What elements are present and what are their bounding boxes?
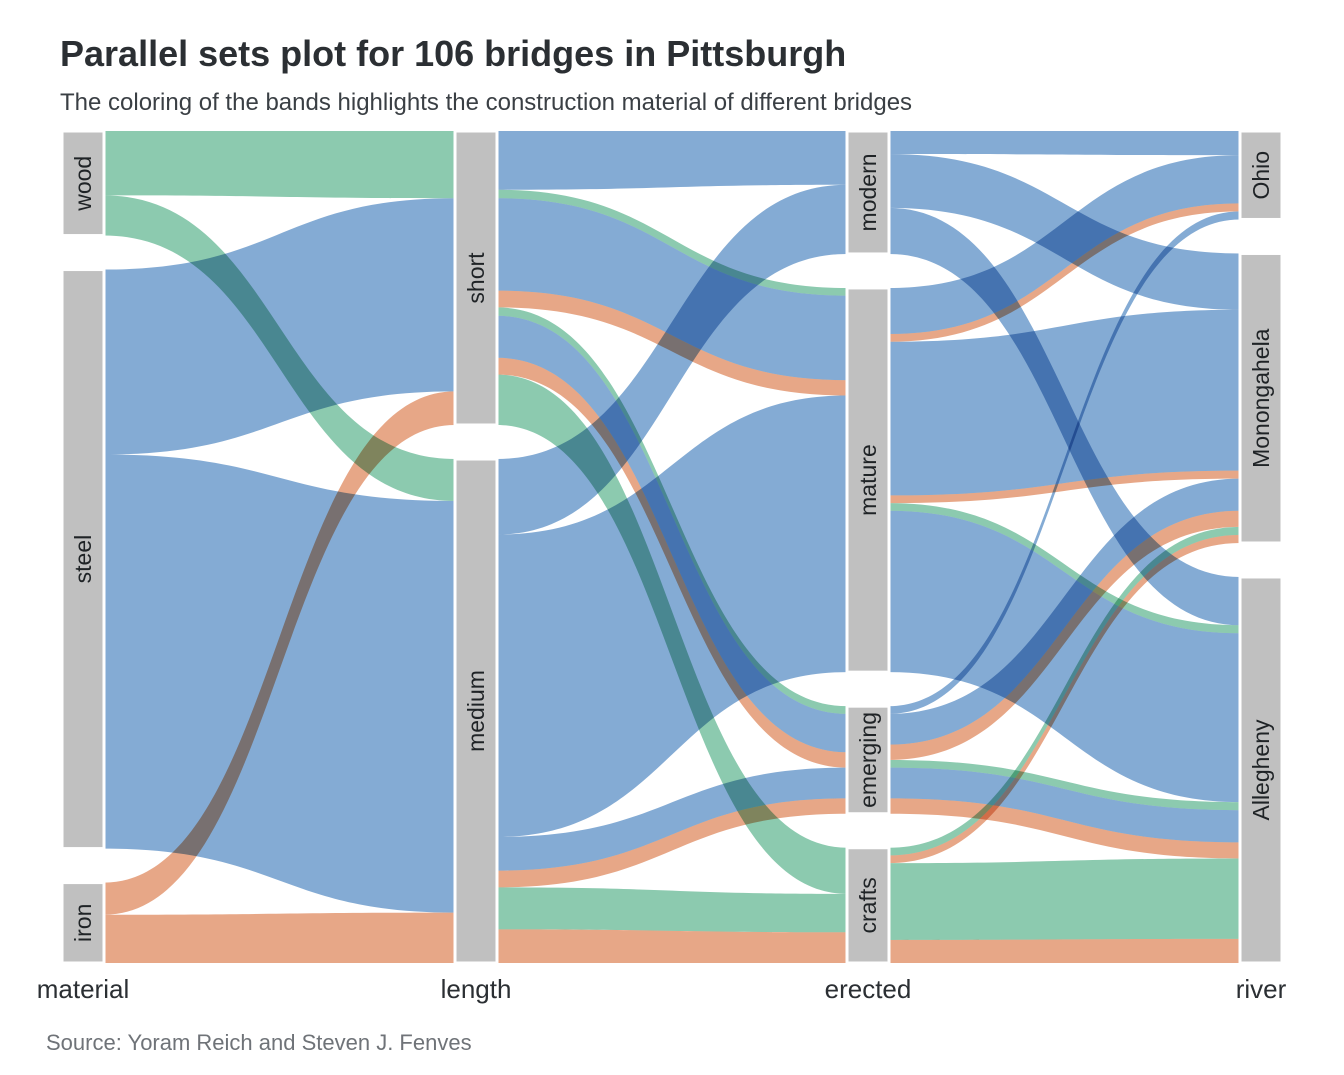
axis-label-erected: erected: [825, 974, 912, 1004]
band-erected-mature-to-river-Monongahela-iron: [889, 470, 1240, 504]
band-erected-mature-to-river-Monongahela-steel: [889, 309, 1240, 496]
band-material-wood-to-length-short-wood: [104, 131, 455, 199]
node-erected-mature: [845, 286, 891, 674]
node-label-length-medium: medium: [463, 670, 489, 752]
nodes-layer: wood steel iron short medium modern mature emer…: [60, 129, 1284, 965]
node-label-material-wood: wood: [70, 156, 96, 212]
node-label-erected-emerging: emerging: [855, 712, 881, 808]
node-erected-emerging: [845, 704, 891, 816]
node-river-Allegheny: [1238, 575, 1284, 965]
node-river-Ohio: [1238, 129, 1284, 221]
node-label-river-Ohio: Ohio: [1248, 151, 1274, 200]
band-length-short-to-erected-modern-steel: [497, 131, 847, 190]
band-length-medium-to-erected-crafts-wood: [497, 887, 847, 933]
node-label-river-Monongahela: Monongahela: [1248, 328, 1274, 468]
band-erected-mature-to-river-Ohio-iron: [889, 203, 1240, 342]
node-material-iron: [60, 881, 106, 965]
band-erected-modern-to-river-Ohio-steel: [889, 131, 1240, 156]
chart-title: Parallel sets plot for 106 bridges in Pi…: [60, 33, 846, 74]
band-length-short-to-erected-mature-iron: [497, 290, 847, 396]
node-material-wood: [60, 129, 106, 238]
axis-label-river: river: [1236, 974, 1287, 1004]
band-erected-crafts-to-river-Monongahela-iron: [889, 534, 1240, 864]
node-label-material-steel: steel: [70, 535, 96, 584]
band-material-iron-to-length-medium-iron: [104, 912, 455, 963]
axis-label-material: material: [37, 974, 129, 1004]
band-length-medium-to-erected-modern-steel: [497, 184, 847, 535]
node-river-Monongahela: [1238, 251, 1284, 545]
band-erected-emerging-to-river-Allegheny-iron: [889, 798, 1240, 859]
node-material-steel: [60, 268, 106, 851]
node-label-river-Allegheny: Allegheny: [1248, 719, 1274, 821]
node-erected-modern: [845, 129, 891, 256]
node-label-erected-modern: modern: [855, 153, 881, 231]
band-erected-emerging-to-river-Ohio-steel: [889, 211, 1240, 714]
band-material-iron-to-length-short-iron: [104, 391, 455, 915]
node-label-length-short: short: [463, 252, 489, 304]
band-erected-crafts-to-river-Allegheny-wood: [889, 858, 1240, 940]
band-erected-emerging-to-river-Monongahela-steel: [889, 478, 1240, 745]
band-length-short-to-erected-emerging-iron: [497, 357, 847, 768]
node-length-medium: [453, 457, 499, 965]
band-erected-mature-to-river-Allegheny-steel: [889, 510, 1240, 803]
band-erected-emerging-to-river-Monongahela-iron: [889, 510, 1240, 760]
band-length-medium-to-erected-emerging-iron: [497, 798, 847, 888]
bands-layer: [104, 131, 1240, 963]
band-length-medium-to-erected-mature-steel: [497, 395, 847, 837]
band-erected-emerging-to-river-Allegheny-steel: [889, 767, 1240, 843]
band-erected-mature-to-river-Allegheny-wood: [889, 503, 1240, 634]
node-label-erected-crafts: crafts: [855, 877, 881, 933]
band-erected-crafts-to-river-Allegheny-iron: [889, 938, 1240, 963]
chart-caption: Source: Yoram Reich and Steven J. Fenves: [46, 1030, 472, 1055]
band-material-steel-to-length-short-steel: [104, 198, 455, 455]
band-length-short-to-erected-mature-wood: [497, 189, 847, 296]
chart-subtitle: The coloring of the bands highlights the…: [60, 89, 912, 116]
node-label-material-iron: iron: [70, 904, 96, 942]
band-length-medium-to-erected-emerging-steel: [497, 767, 847, 871]
band-length-medium-to-erected-crafts-iron: [497, 929, 847, 963]
band-erected-emerging-to-river-Allegheny-wood: [889, 759, 1240, 811]
band-material-steel-to-length-medium-steel: [104, 454, 455, 913]
node-erected-crafts: [845, 846, 891, 965]
band-erected-mature-to-river-Ohio-steel: [889, 155, 1240, 335]
axis-labels: material length erected river: [37, 974, 1287, 1004]
band-length-short-to-erected-mature-steel: [497, 198, 847, 381]
node-label-erected-mature: mature: [855, 444, 881, 516]
node-length-short: [453, 129, 499, 427]
axis-label-length: length: [441, 974, 512, 1004]
